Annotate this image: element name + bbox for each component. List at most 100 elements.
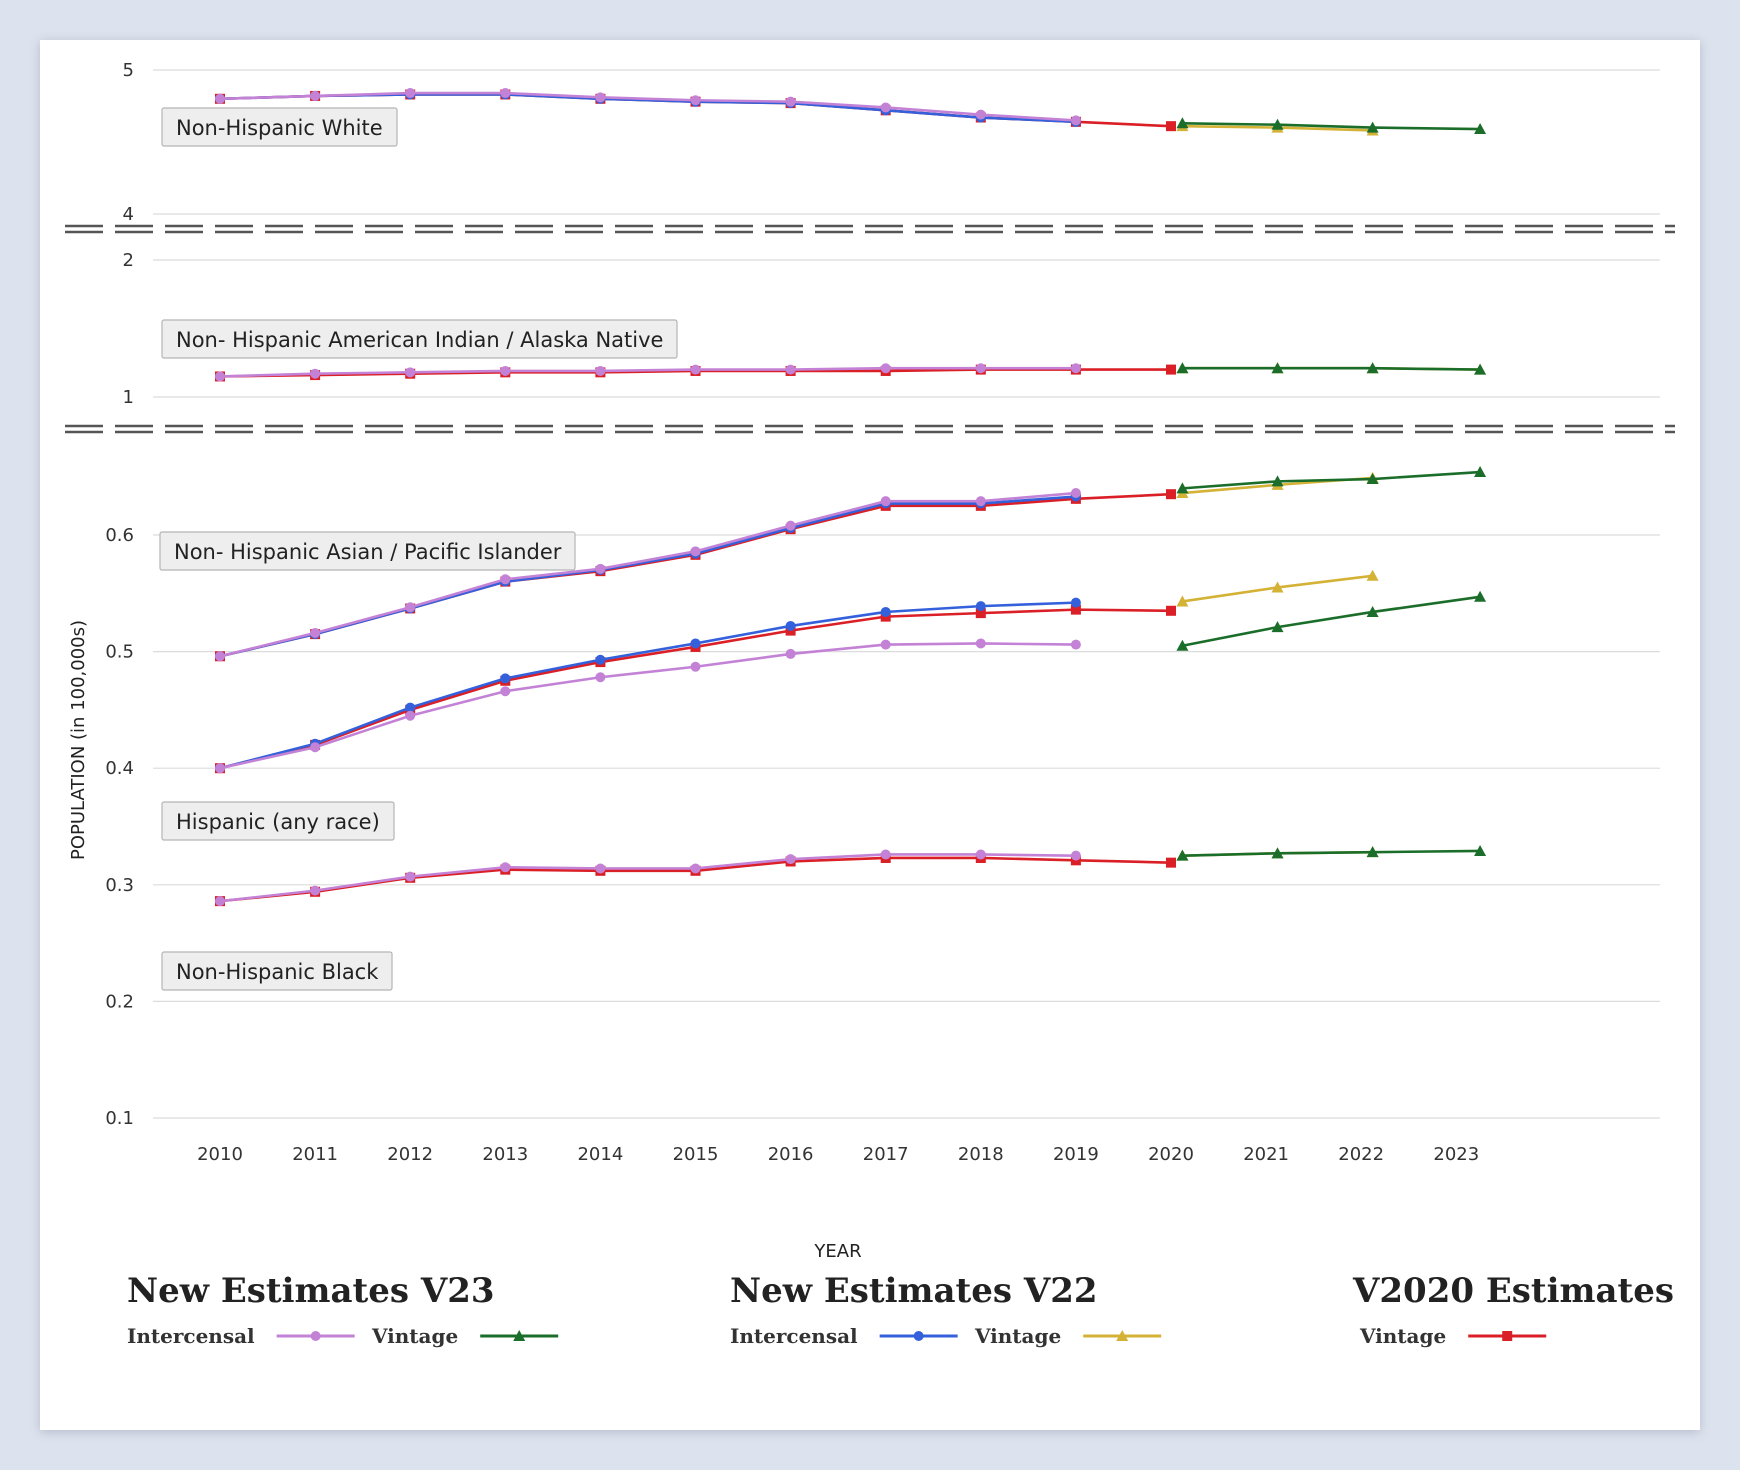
- data-point: [310, 368, 321, 379]
- data-point: [1271, 362, 1284, 374]
- x-tick-label: 2014: [577, 1144, 623, 1165]
- group-label-text: Hispanic (any race): [176, 810, 380, 834]
- data-point: [1474, 123, 1487, 135]
- data-point: [1366, 121, 1379, 133]
- legend-swatch-marker: [1502, 1331, 1513, 1341]
- data-point: [975, 638, 986, 649]
- data-point: [1176, 639, 1189, 651]
- series-non-hispanic-black-v23-intercensal: [215, 849, 1081, 907]
- series-hispanic-any-race-v22-vintage: [1176, 569, 1379, 607]
- series-non-hispanic-white-v23-vintage: [1176, 117, 1487, 135]
- series-non-hispanic-black-v23-vintage: [1176, 844, 1487, 861]
- data-point: [1474, 844, 1487, 856]
- legend-group-title: V2020 Estimates: [1352, 1271, 1674, 1311]
- series-line: [219, 608, 1172, 770]
- y-tick-label: 4: [123, 204, 134, 225]
- series-line: [1182, 470, 1481, 490]
- series-non-hispanic-asian-pacific-islander-v23-intercensal: [215, 488, 1081, 662]
- series-non-hispanic-black-v2020-vintage: [215, 852, 1176, 907]
- legend-group-new-estimates-v23: New Estimates V23 Intercensal Vintage: [127, 1271, 559, 1348]
- data-point: [690, 661, 701, 672]
- data-point: [1474, 363, 1487, 375]
- data-point: [975, 608, 986, 619]
- series-line: [219, 601, 1076, 770]
- y-tick-label: 0.3: [105, 875, 134, 896]
- x-tick-label: 2010: [197, 1144, 243, 1165]
- data-point: [785, 648, 796, 659]
- x-tick-label: 2017: [863, 1144, 909, 1165]
- data-point: [1166, 364, 1176, 375]
- data-point: [405, 367, 416, 378]
- legend-swatch-marker: [310, 1331, 321, 1341]
- x-tick-label: 2013: [482, 1144, 528, 1165]
- legend-swatch-marker: [1116, 1330, 1129, 1341]
- data-point: [1070, 597, 1081, 608]
- series-line: [1182, 595, 1481, 648]
- series-line: [219, 492, 1172, 658]
- series-line: [1182, 849, 1481, 857]
- data-point: [975, 496, 986, 507]
- y-tick-label: 0.5: [105, 642, 134, 663]
- group-label-non-hispanic-american-indian-alaska-native: Non- Hispanic American Indian / Alaska N…: [161, 319, 678, 359]
- legend-entry-v22-intercensal: Intercensal: [730, 1324, 958, 1348]
- x-tick-label: 2021: [1243, 1144, 1289, 1165]
- legend-entry-label: Vintage: [974, 1324, 1061, 1348]
- legend-group-v2020-estimates: V2020 Estimates Vintage: [1352, 1271, 1674, 1348]
- data-point: [1070, 850, 1081, 861]
- series-line: [219, 91, 1076, 122]
- data-point: [500, 365, 511, 376]
- series-non-hispanic-american-indian-alaska-native-v23-vintage: [1176, 362, 1487, 375]
- group-label-text: Non- Hispanic American Indian / Alaska N…: [176, 328, 663, 352]
- data-point: [310, 885, 321, 896]
- data-point: [880, 849, 891, 860]
- data-point: [785, 520, 796, 531]
- data-point: [215, 651, 225, 662]
- data-point: [1166, 857, 1176, 868]
- gridlines: [153, 69, 1660, 1119]
- legend-entry-label: Intercensal: [730, 1324, 858, 1348]
- data-point: [785, 620, 796, 631]
- data-point: [1366, 605, 1379, 617]
- series-line: [219, 853, 1076, 903]
- data-point: [1271, 118, 1284, 130]
- data-point: [405, 88, 416, 99]
- data-point: [785, 96, 796, 107]
- y-tick-labels: 4 5 1 2 0.1 0.2 0.3 0.4 0.5 0.6: [105, 60, 134, 1129]
- x-tick-label: 2012: [387, 1144, 433, 1165]
- legend-entry-label: Vintage: [371, 1324, 458, 1348]
- data-point: [1366, 473, 1379, 485]
- data-point: [880, 363, 891, 374]
- data-point: [690, 364, 701, 375]
- axis-breaks: [65, 224, 1675, 434]
- data-point: [595, 654, 606, 665]
- data-point: [1366, 846, 1379, 858]
- group-label-non-hispanic-asian-pacific-islander: Non- Hispanic Asian / Pacific Islander: [159, 531, 576, 571]
- x-tick-label: 2023: [1433, 1144, 1479, 1165]
- data-point: [595, 92, 606, 103]
- y-tick-label: 0.4: [105, 758, 134, 779]
- series-line: [219, 366, 1076, 378]
- x-tick-label: 2016: [768, 1144, 814, 1165]
- x-tick-label: 2020: [1148, 1144, 1194, 1165]
- data-point: [1271, 475, 1284, 487]
- data-point: [500, 574, 511, 585]
- x-tick-labels: 2010 2011 2012 2013 2014 2015 2016 2017 2018 2019…: [197, 1144, 1479, 1165]
- data-point: [1166, 121, 1176, 132]
- legend-entry-v23-vintage: Vintage: [371, 1324, 559, 1348]
- data-point: [690, 546, 701, 557]
- data-point: [785, 854, 796, 865]
- data-point: [1070, 363, 1081, 374]
- x-tick-label: 2019: [1053, 1144, 1099, 1165]
- data-point: [1474, 590, 1487, 602]
- data-point: [975, 849, 986, 860]
- series-non-hispanic-american-indian-alaska-native-v23-intercensal: [215, 363, 1081, 382]
- data-point: [975, 109, 986, 120]
- data-point: [1070, 488, 1081, 499]
- data-point: [1176, 482, 1189, 494]
- data-point: [405, 702, 416, 713]
- data-point: [880, 606, 891, 617]
- data-point: [1176, 849, 1189, 861]
- y-tick-label: 2: [123, 250, 134, 271]
- data-point: [1271, 847, 1284, 859]
